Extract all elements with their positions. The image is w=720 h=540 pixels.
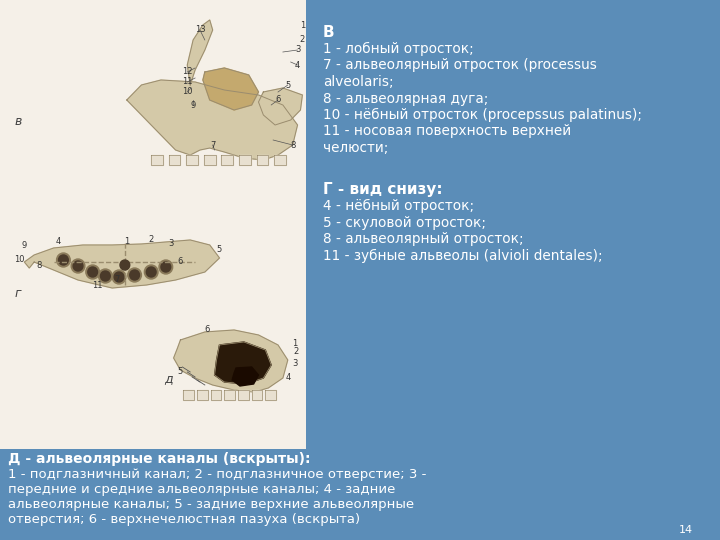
Text: 4 - нёбный отросток;: 4 - нёбный отросток; — [323, 199, 474, 213]
Circle shape — [114, 272, 124, 282]
Text: альвеолярные каналы; 5 - задние верхние альвеолярные: альвеолярные каналы; 5 - задние верхние … — [8, 498, 414, 511]
Circle shape — [57, 253, 71, 267]
Text: Д - альвеолярные каналы (вскрыты):: Д - альвеолярные каналы (вскрыты): — [8, 452, 310, 466]
Polygon shape — [222, 155, 233, 165]
Text: 11: 11 — [92, 280, 103, 289]
Polygon shape — [24, 240, 220, 288]
Circle shape — [101, 271, 110, 281]
Polygon shape — [238, 390, 248, 400]
Text: 2: 2 — [300, 36, 305, 44]
Circle shape — [161, 262, 171, 272]
Circle shape — [130, 270, 140, 280]
Text: 5: 5 — [178, 368, 183, 376]
Text: В: В — [323, 25, 335, 40]
Text: в: в — [14, 115, 22, 128]
Text: передние и средние альвеолярные каналы; 4 - задние: передние и средние альвеолярные каналы; … — [8, 483, 395, 496]
Polygon shape — [187, 20, 212, 85]
Text: 2: 2 — [293, 348, 298, 356]
Text: 9: 9 — [22, 240, 27, 249]
Text: 5: 5 — [217, 246, 222, 254]
Text: 12: 12 — [182, 68, 192, 77]
Text: 3: 3 — [168, 240, 174, 248]
Text: Г - вид снизу:: Г - вид снизу: — [323, 182, 443, 197]
Text: 14: 14 — [678, 525, 693, 535]
Text: 7 - альвеолярный отросток (processus: 7 - альвеолярный отросток (processus — [323, 58, 597, 72]
Polygon shape — [232, 367, 258, 386]
Text: alveolaris;: alveolaris; — [323, 75, 394, 89]
Polygon shape — [252, 390, 262, 400]
Circle shape — [88, 267, 97, 277]
Polygon shape — [211, 390, 222, 400]
Circle shape — [120, 260, 130, 270]
Text: 10: 10 — [14, 255, 24, 265]
Text: 9: 9 — [191, 100, 196, 110]
Text: 6: 6 — [204, 326, 210, 334]
Circle shape — [99, 269, 112, 283]
Text: 7: 7 — [114, 275, 120, 285]
Text: 4: 4 — [295, 60, 300, 70]
Circle shape — [146, 267, 156, 277]
Text: челюсти;: челюсти; — [323, 141, 389, 155]
Text: 8 - альвеолярный отросток;: 8 - альвеолярный отросток; — [323, 232, 523, 246]
Text: отверстия; 6 - верхнечелюстная пазуха (вскрыта): отверстия; 6 - верхнечелюстная пазуха (в… — [8, 513, 360, 526]
Polygon shape — [127, 80, 297, 160]
Circle shape — [58, 255, 68, 265]
Text: 4: 4 — [285, 374, 290, 382]
Text: 3: 3 — [294, 45, 300, 55]
Circle shape — [73, 261, 83, 271]
Text: 13: 13 — [194, 25, 205, 35]
Text: 1 - подглазничный канал; 2 - подглазничное отверстие; 3 -: 1 - подглазничный канал; 2 - подглазничн… — [8, 468, 426, 481]
Text: 11 - носовая поверхность верхней: 11 - носовая поверхность верхней — [323, 125, 571, 138]
Circle shape — [112, 270, 126, 284]
Text: 7: 7 — [210, 140, 215, 150]
Text: 8: 8 — [290, 140, 295, 150]
Circle shape — [145, 265, 158, 279]
Polygon shape — [204, 155, 215, 165]
Text: 1: 1 — [292, 340, 297, 348]
Text: 6: 6 — [275, 96, 281, 105]
Polygon shape — [215, 342, 271, 384]
Polygon shape — [258, 88, 302, 125]
Polygon shape — [239, 155, 251, 165]
Text: 5 - скуловой отросток;: 5 - скуловой отросток; — [323, 215, 486, 230]
Text: 2: 2 — [148, 235, 154, 245]
Text: 5: 5 — [285, 80, 290, 90]
Bar — [0, 0, 305, 449]
Circle shape — [127, 268, 141, 282]
Polygon shape — [186, 155, 198, 165]
Circle shape — [86, 265, 99, 279]
Circle shape — [159, 260, 173, 274]
Text: 6: 6 — [178, 258, 183, 267]
Text: 1 - лобный отросток;: 1 - лобный отросток; — [323, 42, 474, 56]
Polygon shape — [197, 390, 208, 400]
Text: г: г — [14, 287, 22, 300]
Text: 1: 1 — [300, 21, 305, 30]
Polygon shape — [184, 390, 194, 400]
Polygon shape — [256, 155, 269, 165]
Text: 8 - альвеолярная дуга;: 8 - альвеолярная дуга; — [323, 91, 488, 105]
Polygon shape — [266, 390, 276, 400]
Text: 11 - зубные альвеолы (alvioli dentales);: 11 - зубные альвеолы (alvioli dentales); — [323, 248, 603, 262]
Polygon shape — [174, 330, 288, 392]
Polygon shape — [168, 155, 181, 165]
Text: 1: 1 — [124, 238, 130, 246]
Text: 8: 8 — [36, 260, 42, 269]
Text: 10 - нёбный отросток (proceрssus palatinus);: 10 - нёбный отросток (proceрssus palatin… — [323, 108, 642, 122]
Text: 4: 4 — [56, 238, 61, 246]
Text: 11: 11 — [182, 78, 192, 86]
Circle shape — [71, 259, 85, 273]
Polygon shape — [151, 155, 163, 165]
Text: д: д — [164, 372, 173, 385]
Polygon shape — [203, 68, 258, 110]
Text: 10: 10 — [182, 87, 192, 97]
Polygon shape — [225, 390, 235, 400]
Text: 3: 3 — [292, 360, 297, 368]
Polygon shape — [274, 155, 286, 165]
